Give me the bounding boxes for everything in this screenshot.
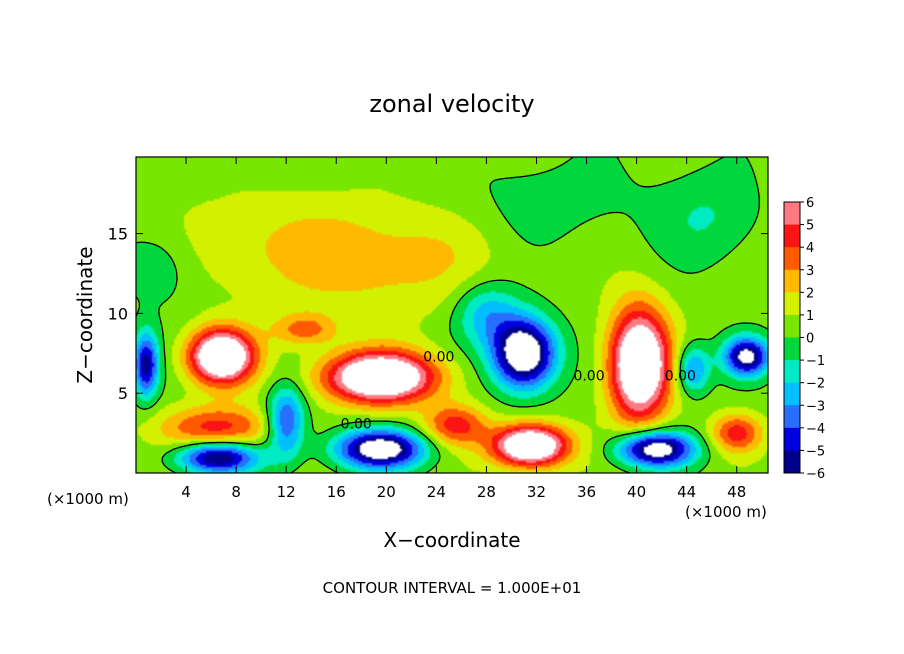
colorbar-cell (784, 427, 800, 440)
x-tick-label: 36 (577, 483, 596, 501)
colorbar-tick-label: −1 (806, 354, 825, 369)
colorbar-cell (784, 348, 800, 361)
x-tick-label: 16 (327, 483, 346, 501)
x-axis-label: X−coordinate (383, 528, 520, 552)
colorbar-tick-label: 5 (806, 219, 814, 234)
plot-frame (135, 156, 769, 474)
x-tick-label: 40 (627, 483, 646, 501)
colorbar-cells (784, 202, 800, 474)
zero-contour-lines (135, 156, 769, 474)
colorbar-cell (784, 450, 800, 463)
colorbar-cell (784, 258, 800, 271)
colorbar-cell (784, 235, 800, 248)
colorbar-tick-label: −3 (806, 399, 825, 414)
y-tick-label: 15 (108, 225, 128, 244)
y-axis: 5 10 15 (108, 225, 768, 403)
x-tick-label: 28 (477, 483, 496, 501)
plot-area: 0.00 0.00 0.00 0.00 (135, 156, 769, 474)
x-tick-label: 12 (277, 483, 296, 501)
colorbar-cell (784, 371, 800, 384)
colorbar-cell (784, 213, 800, 225)
x-tick-label: 4 (181, 483, 191, 501)
colorbar-tick-label: 4 (806, 241, 814, 256)
colorbar-cell (784, 393, 800, 406)
y-tick-label: 5 (118, 384, 128, 403)
colorbar-cell (784, 303, 800, 316)
y-tick-label: 10 (108, 304, 128, 323)
x-tick-label: 24 (427, 483, 446, 501)
y-axis-label: Z−coordinate (73, 246, 97, 383)
colorbar-cell (784, 281, 800, 293)
x-tick-label: 48 (727, 483, 746, 501)
x-axis: 4 8 12 16 20 24 28 32 36 40 44 48 (181, 157, 746, 501)
colorbar-tick-label: −4 (806, 422, 825, 437)
colorbar-cell (784, 292, 800, 305)
colorbar-tick-label: 6 (806, 196, 814, 211)
x-tick-label: 32 (527, 483, 546, 501)
colorbar-tick-label: −5 (806, 444, 825, 459)
colorbar-tick-label: 2 (806, 286, 814, 301)
colorbar-tick-label: 0 (806, 332, 814, 347)
colorbar-cell (784, 247, 800, 259)
colorbar-cell (784, 439, 800, 451)
colorbar-cell (784, 314, 800, 327)
colorbar-cell (784, 416, 800, 429)
contour-interval-footer: CONTOUR INTERVAL = 1.000E+01 (323, 579, 582, 597)
colorbar-tick-label: −2 (806, 377, 825, 392)
colorbar-cell (784, 337, 800, 350)
colorbar: 6 5 4 3 2 1 0 −1 −2 −3 −4 −5 −6 (783, 196, 825, 482)
colorbar-tick-label: −6 (806, 467, 825, 482)
colorbar-cell (784, 461, 800, 474)
colorbar-cell (784, 405, 800, 417)
colorbar-cell (784, 360, 800, 372)
x-tick-label: 8 (231, 483, 241, 501)
x-unit-right: (×1000 m) (685, 503, 767, 521)
colorbar-tick-label: 1 (806, 309, 814, 324)
contour-label: 0.00 (573, 368, 604, 384)
colorbar-cell (784, 224, 800, 237)
contour-labels: 0.00 0.00 0.00 0.00 (341, 349, 696, 432)
colorbar-cell (784, 326, 800, 338)
x-unit-left: (×1000 m) (47, 490, 129, 508)
colorbar-cell (784, 269, 800, 282)
colorbar-cell (784, 382, 800, 395)
x-tick-label: 44 (677, 483, 696, 501)
colorbar-cell (784, 202, 800, 214)
chart-title: zonal velocity (369, 90, 534, 118)
x-tick-label: 20 (377, 483, 396, 501)
contour-label: 0.00 (665, 368, 696, 384)
colorbar-tick-label: 3 (806, 264, 814, 279)
contour-label: 0.00 (423, 349, 454, 365)
contour-label: 0.00 (341, 416, 372, 432)
colorbar-labels: 6 5 4 3 2 1 0 −1 −2 −3 −4 −5 −6 (800, 196, 825, 482)
